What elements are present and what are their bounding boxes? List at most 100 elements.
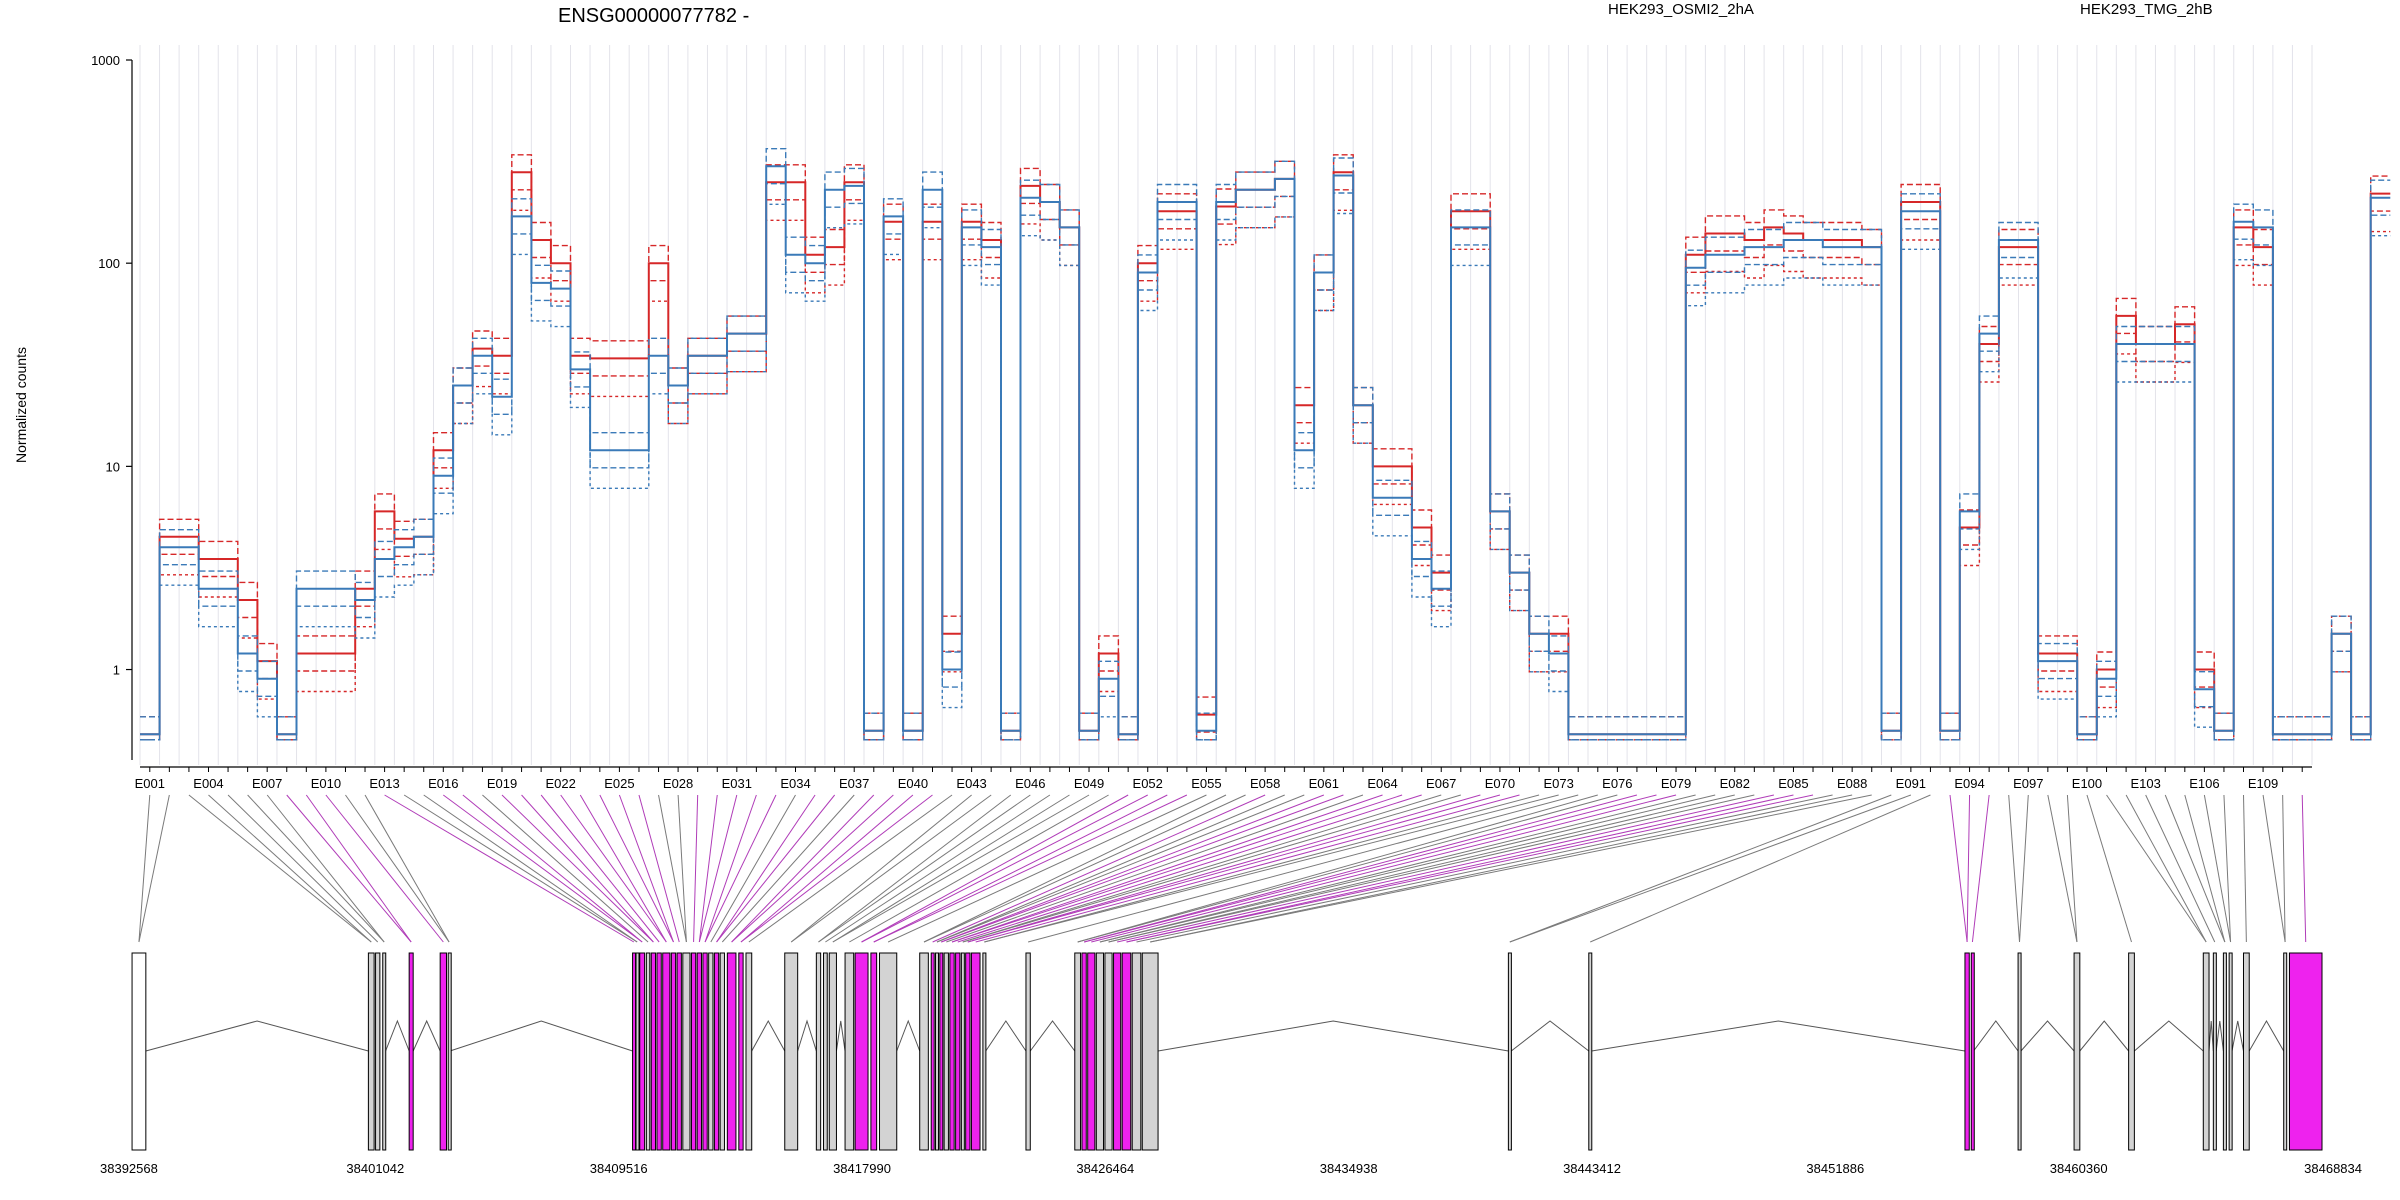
exon-connector <box>1971 794 1990 943</box>
exon-box <box>919 952 929 1151</box>
exon-connector <box>1083 794 1638 943</box>
exon-connector <box>832 794 1090 943</box>
exon-connector <box>716 794 836 943</box>
exon-tick-label: E082 <box>1720 776 1750 791</box>
series-line <box>140 165 2391 736</box>
exon-box <box>738 952 744 1151</box>
exon-connector <box>1099 794 1696 943</box>
exon-connector <box>462 794 643 943</box>
exon-box <box>367 952 375 1151</box>
exon-box <box>828 952 837 1151</box>
exon-connector <box>208 794 372 943</box>
exon-tick-label: E010 <box>311 776 341 791</box>
gene-model <box>131 952 2323 1151</box>
exon-connector <box>2184 794 2226 943</box>
exon-box <box>1131 952 1142 1151</box>
intron-line <box>1029 1020 1076 1052</box>
exon-connector <box>2086 794 2132 943</box>
exon-tick-label: E022 <box>546 776 576 791</box>
series-line <box>140 189 2391 741</box>
series-line <box>140 148 2391 718</box>
exon-connector <box>861 794 1129 943</box>
exon-box <box>2202 952 2210 1151</box>
exon-box <box>949 952 955 1151</box>
exon-connector <box>2145 794 2216 943</box>
exon-axis: E001 E004 E007 E010 E013 E016 E019 E022 E025 E028… <box>135 766 2312 791</box>
exon-box <box>2017 952 2022 1151</box>
exon-box <box>1970 952 1975 1151</box>
exon-connector <box>2106 794 2207 943</box>
exon-connector <box>932 794 1266 943</box>
exon-connector <box>967 794 1501 943</box>
exon-connector <box>740 794 933 943</box>
exon-connector <box>790 794 972 943</box>
exon-connector <box>482 794 649 943</box>
exon-connector <box>2301 794 2307 943</box>
exon-tick-label: E076 <box>1602 776 1632 791</box>
exon-tick-label: E031 <box>722 776 752 791</box>
exon-connector <box>698 794 738 943</box>
exon-connector <box>984 794 1540 943</box>
exon-box <box>1104 952 1113 1151</box>
exon-tick-label: E040 <box>898 776 928 791</box>
genomic-tick-label: 38443412 <box>1563 1161 1621 1176</box>
exon-connector <box>1091 794 1677 943</box>
exon-connector <box>975 794 1520 943</box>
exon-connectors <box>138 794 2307 943</box>
exon-tick-label: E079 <box>1661 776 1691 791</box>
intron-line <box>2020 1020 2075 1052</box>
exon-tick-label: E100 <box>2072 776 2102 791</box>
exon-connector <box>384 794 635 943</box>
exon-connector <box>618 794 674 943</box>
exon-connector <box>2066 794 2078 943</box>
exon-box <box>632 952 637 1151</box>
series-line <box>140 171 2391 736</box>
exon-connector <box>941 794 1344 943</box>
genomic-coordinate-axis: 38392568 38401042 38409516 38417990 38426464… <box>100 1161 2362 1176</box>
exon-tick-label: E106 <box>2189 776 2219 791</box>
exon-box <box>854 952 869 1151</box>
exon-box <box>1588 952 1593 1151</box>
exon-tick-label: E073 <box>1543 776 1573 791</box>
exon-box <box>645 952 651 1151</box>
exon-box <box>635 952 640 1151</box>
exon-tick-label: E061 <box>1309 776 1339 791</box>
exon-box <box>702 952 708 1151</box>
exon-connector <box>2019 794 2029 943</box>
exon-box <box>965 952 971 1151</box>
exon-connector <box>266 794 385 943</box>
exon-tick-label: E025 <box>604 776 634 791</box>
exon-connector <box>403 794 638 943</box>
intron-line <box>1510 1020 1590 1052</box>
exon-box <box>1087 952 1096 1151</box>
exon-box <box>1095 952 1104 1151</box>
exon-box <box>719 952 725 1151</box>
exon-box <box>382 952 387 1151</box>
intron-line <box>145 1020 369 1052</box>
exon-connector <box>951 794 1403 943</box>
exon-connector <box>704 794 757 943</box>
exon-connector <box>305 794 412 943</box>
exon-tick-label: E085 <box>1778 776 1808 791</box>
exon-box <box>970 952 981 1151</box>
exon-tick-label: E058 <box>1250 776 1280 791</box>
exon-box <box>690 952 697 1151</box>
exon-connector <box>1108 794 1735 943</box>
y-tick-label: 10 <box>106 459 120 474</box>
exon-box <box>650 952 657 1151</box>
exon-connector <box>247 794 385 943</box>
legend-entry-osmi2: HEK293_OSMI2_2hA <box>1608 1 1754 18</box>
exon-tick-label: E013 <box>369 776 399 791</box>
exon-connector <box>1027 794 1579 943</box>
exon-box <box>676 952 682 1151</box>
exon-tick-label: E097 <box>2013 776 2043 791</box>
series-line <box>140 183 2391 741</box>
exon-box <box>131 952 147 1151</box>
exon-connector <box>923 794 1227 943</box>
exon-connector <box>951 794 1383 943</box>
exon-connector <box>599 794 674 943</box>
intron-line <box>835 1020 846 1052</box>
exon-box <box>879 952 898 1151</box>
exon-connector <box>2243 794 2247 943</box>
exon-connector <box>832 794 1070 943</box>
